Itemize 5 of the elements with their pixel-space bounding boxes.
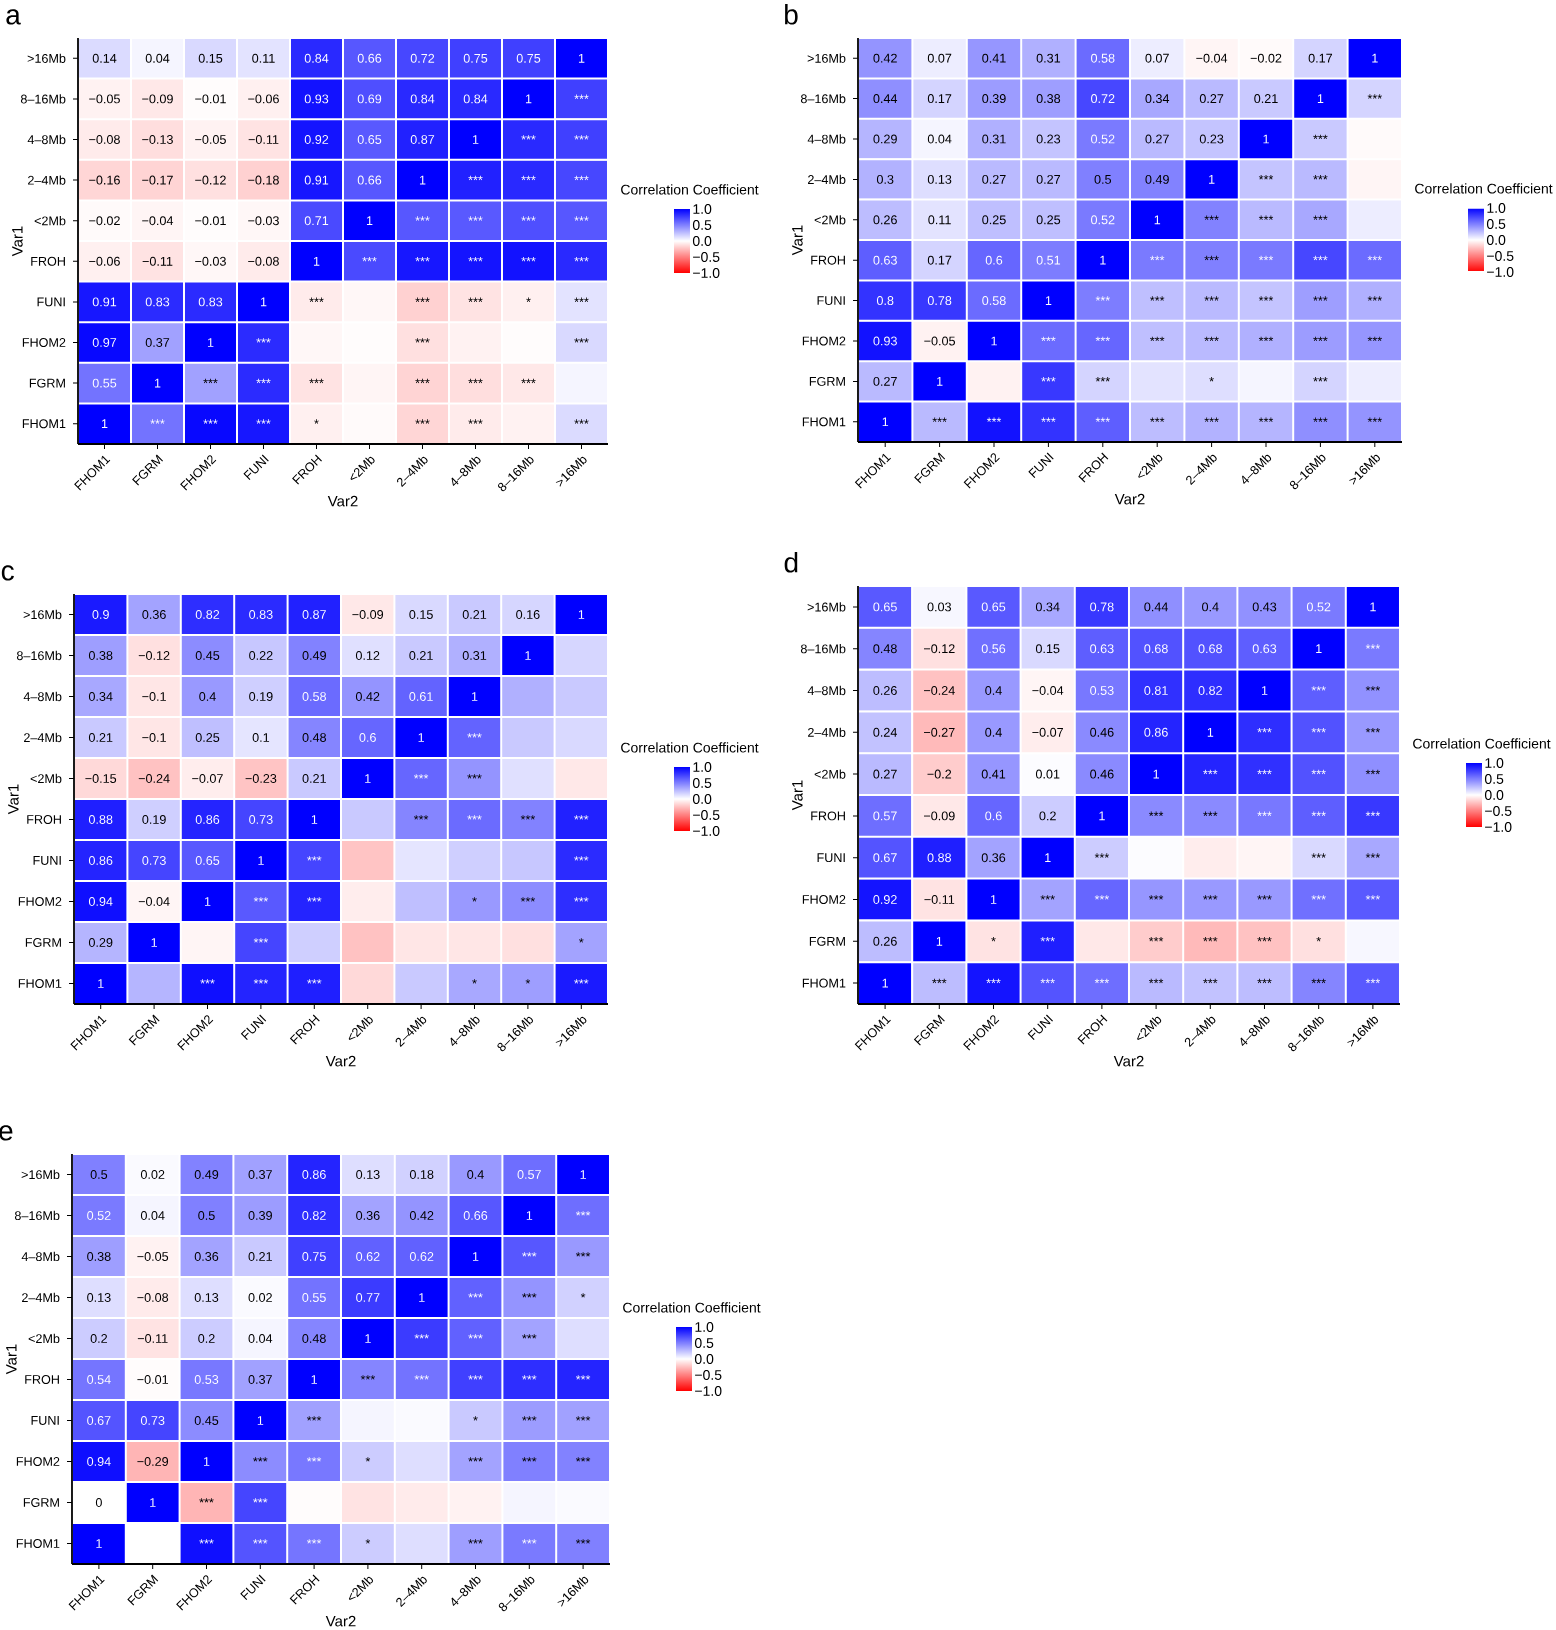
chart-title: c: [1, 565, 14, 581]
chart-title: e: [0, 1125, 13, 1141]
chart-title: b: [785, 4, 798, 25]
chart-title: a: [6, 9, 21, 25]
chart-title: d: [784, 552, 798, 573]
